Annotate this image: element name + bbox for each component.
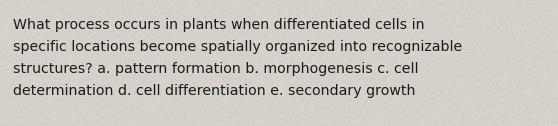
Text: determination d. cell differentiation e. secondary growth: determination d. cell differentiation e.… (13, 84, 416, 98)
Text: What process occurs in plants when differentiated cells in: What process occurs in plants when diffe… (13, 18, 425, 32)
Text: structures? a. pattern formation b. morphogenesis c. cell: structures? a. pattern formation b. morp… (13, 62, 418, 76)
Text: specific locations become spatially organized into recognizable: specific locations become spatially orga… (13, 40, 462, 54)
